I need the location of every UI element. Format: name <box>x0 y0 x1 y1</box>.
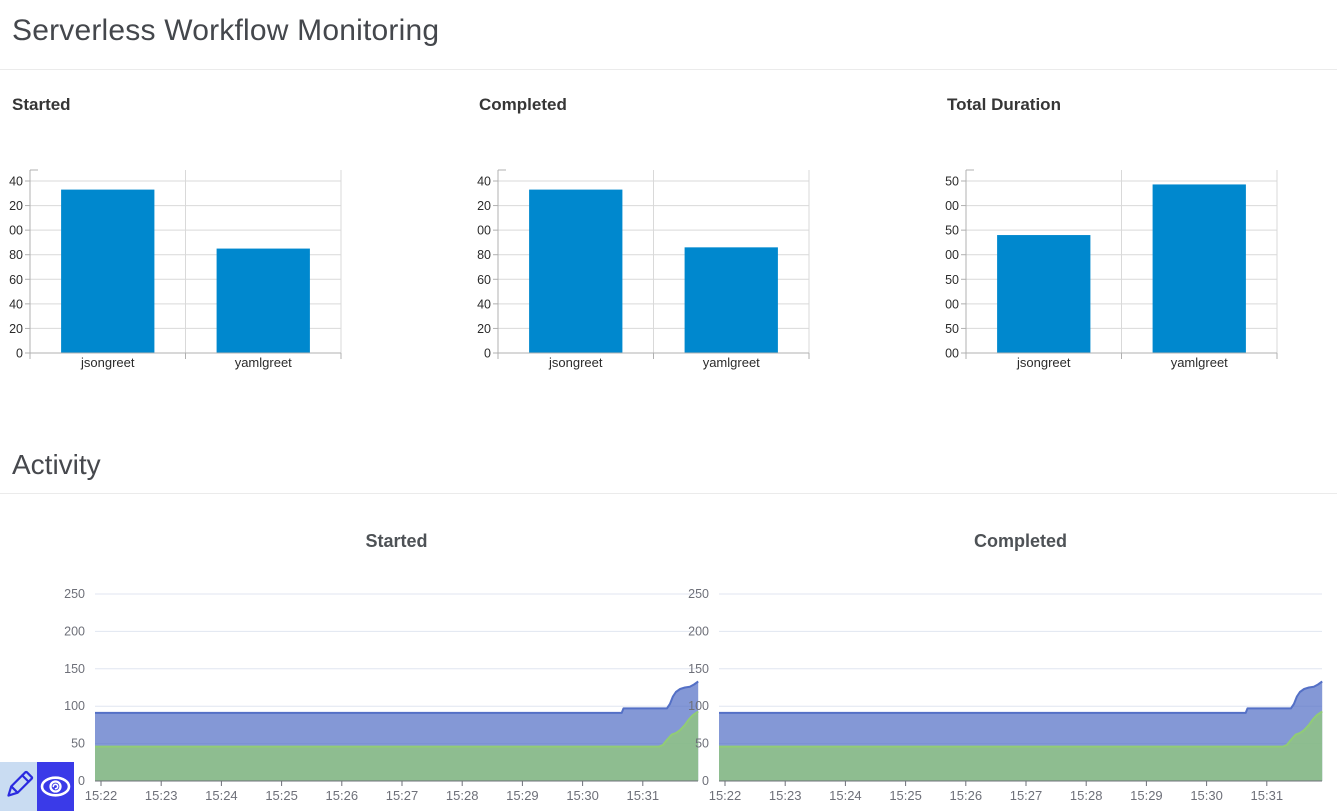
tick-label: jsongreet <box>80 355 135 370</box>
area-chart-started[interactable]: 15:22 15:23 15:24 15:25 15:26 15:27 15:28 15:29… <box>0 560 713 811</box>
series-green-area[interactable] <box>719 711 1323 781</box>
tick-label: 50 <box>945 322 959 336</box>
tick-label: 15:23 <box>769 788 802 803</box>
tick-label: 200 <box>688 624 709 638</box>
card-title-completed: Completed <box>479 95 567 114</box>
tick-label: 0 <box>484 347 491 361</box>
tick-label: 40 <box>477 297 491 311</box>
eye-icon <box>40 776 71 797</box>
activity-started-canvas[interactable]: 15:22 15:23 15:24 15:25 15:26 15:27 15:28 15:29… <box>0 560 713 811</box>
tick-label: 00 <box>945 248 959 262</box>
tick-label: 15:26 <box>326 788 359 803</box>
tick-label: 15:29 <box>1130 788 1163 803</box>
tick-label: 0 <box>702 774 709 788</box>
tick-label: 15:22 <box>85 788 118 803</box>
bar-chart-started[interactable]: 0 20 40 60 80 00 20 40 jsongreet yamlgreet <box>0 168 350 380</box>
tick-label: 20 <box>477 199 491 213</box>
card-title-started: Started <box>12 95 71 114</box>
tick-label: yamlgreet <box>703 355 760 370</box>
tick-label: 0 <box>16 347 23 361</box>
summary-started-canvas[interactable]: 0 20 40 60 80 00 20 40 jsongreet yamlgreet <box>0 168 350 380</box>
bar-yamlgreet[interactable] <box>216 248 310 353</box>
tick-label: 40 <box>9 297 23 311</box>
bar-jsongreet[interactable] <box>529 189 623 353</box>
summary-total-duration-canvas[interactable]: 00 50 00 50 00 50 00 50 jsongreet yamlgreet <box>936 168 1286 380</box>
series-blue-line <box>95 680 699 714</box>
tick-label: 15:23 <box>145 788 178 803</box>
tick-label: 15:31 <box>627 788 660 803</box>
tick-label: 15:27 <box>386 788 419 803</box>
tick-label: 15:30 <box>1190 788 1223 803</box>
tick-label: 50 <box>71 737 85 751</box>
tick-label: 15:31 <box>1251 788 1284 803</box>
pencil-icon <box>7 770 34 797</box>
area-chart-title-completed: Completed <box>973 531 1067 551</box>
bar-yamlgreet[interactable] <box>1152 184 1246 353</box>
tick-label: 15:26 <box>950 788 983 803</box>
area-chart-title-started: Started <box>365 531 428 551</box>
tick-label: 250 <box>64 587 85 601</box>
tick-label: 15:22 <box>709 788 742 803</box>
summary-completed-canvas[interactable]: 0 20 40 60 80 00 20 40 jsongreet yamlgreet <box>468 168 818 380</box>
tick-label: 50 <box>945 175 959 189</box>
tick-label: 15:27 <box>1010 788 1043 803</box>
tick-label: 150 <box>64 662 85 676</box>
card-title-total-duration: Total Duration <box>947 95 1061 114</box>
tick-label: 15:28 <box>446 788 479 803</box>
tick-label: 60 <box>477 273 491 287</box>
tick-label: jsongreet <box>1016 355 1071 370</box>
tick-label: 15:24 <box>829 788 862 803</box>
tick-label: 40 <box>9 175 23 189</box>
tick-label: 00 <box>477 224 491 238</box>
tick-label: yamlgreet <box>1171 355 1228 370</box>
tick-label: 15:25 <box>889 788 922 803</box>
area-chart-completed[interactable]: 15:22 15:23 15:24 15:25 15:26 15:27 15:28 15:29… <box>624 560 1337 811</box>
activity-section-title: Activity <box>12 448 101 480</box>
page-title: Serverless Workflow Monitoring <box>12 14 440 48</box>
tick-label: 100 <box>64 699 85 713</box>
bar-chart-completed[interactable]: 0 20 40 60 80 00 20 40 jsongreet yamlgreet <box>468 168 818 380</box>
tick-label: 20 <box>477 322 491 336</box>
tick-label: 15:25 <box>265 788 298 803</box>
tick-label: 00 <box>945 297 959 311</box>
bar-chart-total-duration[interactable]: 00 50 00 50 00 50 00 50 jsongreet yamlgreet <box>936 168 1286 380</box>
screen-reader-eye-button[interactable] <box>37 762 74 811</box>
series-green-line <box>719 710 1323 748</box>
tick-label: 150 <box>688 662 709 676</box>
tick-label: 50 <box>945 273 959 287</box>
annotate-pencil-button[interactable] <box>0 762 37 811</box>
bar-yamlgreet[interactable] <box>684 247 778 353</box>
activity-divider <box>0 493 1337 494</box>
tick-label: 0 <box>78 774 85 788</box>
tick-label: 250 <box>688 587 709 601</box>
tick-label: 15:24 <box>205 788 238 803</box>
header-divider <box>0 69 1337 70</box>
tick-label: 15:28 <box>1070 788 1103 803</box>
tick-label: 15:29 <box>506 788 539 803</box>
tick-label: 50 <box>695 737 709 751</box>
tick-label: 60 <box>9 273 23 287</box>
bar-jsongreet[interactable] <box>61 189 155 353</box>
series-blue-line <box>719 680 1323 714</box>
tick-label: 100 <box>688 699 709 713</box>
tick-label: 50 <box>945 224 959 238</box>
bar-jsongreet[interactable] <box>997 235 1091 353</box>
tick-label: 00 <box>945 347 959 361</box>
tick-label: jsongreet <box>548 355 603 370</box>
tick-label: 00 <box>9 224 23 238</box>
series-green-area[interactable] <box>95 711 699 781</box>
tick-label: 200 <box>64 624 85 638</box>
tick-label: 20 <box>9 199 23 213</box>
overlay-toolbar <box>0 762 74 811</box>
tick-label: yamlgreet <box>235 355 292 370</box>
tick-label: 80 <box>9 248 23 262</box>
tick-label: 20 <box>9 322 23 336</box>
activity-completed-canvas[interactable]: 15:22 15:23 15:24 15:25 15:26 15:27 15:28 15:29… <box>624 560 1337 811</box>
tick-label: 00 <box>945 199 959 213</box>
tick-label: 80 <box>477 248 491 262</box>
series-green-line <box>95 710 699 748</box>
tick-label: 40 <box>477 175 491 189</box>
tick-label: 15:30 <box>566 788 599 803</box>
